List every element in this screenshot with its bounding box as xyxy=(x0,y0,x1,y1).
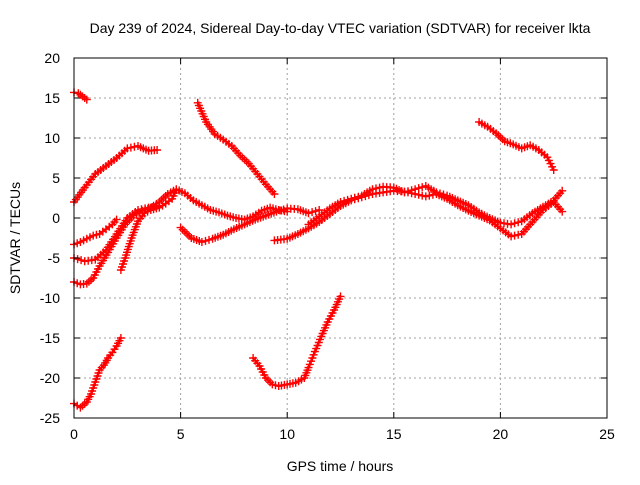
y-tick-label: 5 xyxy=(52,170,60,186)
y-tick-label: 10 xyxy=(44,130,60,146)
data-point xyxy=(507,220,516,229)
data-point xyxy=(558,207,567,216)
data-point xyxy=(347,194,356,203)
data-point xyxy=(354,192,363,201)
data-point xyxy=(205,235,213,244)
data-point xyxy=(73,255,82,264)
data-point xyxy=(411,185,420,194)
chart-title: Day 239 of 2024, Sidereal Day-to-day VTE… xyxy=(90,20,591,36)
series-track-h xyxy=(193,98,279,198)
x-tick-label: 5 xyxy=(177,426,185,442)
series-track-f xyxy=(70,202,164,266)
series-track-e xyxy=(116,186,181,274)
data-point xyxy=(270,190,279,198)
data-point xyxy=(432,188,441,197)
data-point xyxy=(343,195,352,204)
data-point xyxy=(418,191,427,200)
data-point xyxy=(77,256,86,265)
data-point xyxy=(123,144,132,153)
tick-layer xyxy=(73,57,608,419)
tick-label-layer: 0 5 10 15 20 25 -25 -20 -15 -10 -5 0 5 10 15 20 xyxy=(40,50,615,442)
y-tick-label: -25 xyxy=(40,410,60,426)
data-point xyxy=(112,215,121,224)
y-tick-label: 20 xyxy=(44,50,60,66)
data-point xyxy=(82,95,91,104)
data-point xyxy=(172,186,181,194)
data-point xyxy=(276,206,285,215)
data-point xyxy=(137,205,146,214)
series-track-k xyxy=(304,182,567,229)
data-point xyxy=(368,185,377,194)
data-point xyxy=(558,186,567,195)
data-point xyxy=(400,188,409,197)
data-point xyxy=(549,166,558,174)
data-point xyxy=(308,208,317,217)
data-point xyxy=(272,207,281,216)
data-point xyxy=(507,232,516,241)
y-tick-label: 15 xyxy=(44,90,60,106)
data-point xyxy=(126,143,135,152)
data-point xyxy=(372,184,380,193)
data-point xyxy=(414,184,423,193)
series-track-a xyxy=(70,88,91,104)
data-point xyxy=(279,205,288,214)
x-tick-label: 20 xyxy=(493,426,509,442)
data-point xyxy=(141,204,150,213)
y-tick-label: -5 xyxy=(48,250,61,266)
x-tick-label: 10 xyxy=(279,426,295,442)
data-point xyxy=(116,334,125,342)
data-point xyxy=(510,219,519,228)
x-tick-label: 15 xyxy=(386,426,402,442)
y-tick-label: -15 xyxy=(40,330,60,346)
data-point xyxy=(407,186,416,195)
data-point xyxy=(304,209,313,218)
series-track-b xyxy=(70,142,162,206)
data-point xyxy=(134,206,142,214)
data-point xyxy=(155,202,164,210)
data-point xyxy=(336,198,345,206)
data-point xyxy=(436,189,444,198)
y-tick-label: 0 xyxy=(52,210,60,226)
x-tick-label: 25 xyxy=(599,426,615,442)
data-point xyxy=(404,187,412,196)
series-track-m xyxy=(70,334,125,412)
data-point xyxy=(336,292,345,301)
x-axis-label: GPS time / hours xyxy=(287,458,394,474)
data-point xyxy=(421,192,430,201)
data-point xyxy=(197,238,206,246)
data-point xyxy=(153,146,162,154)
y-tick-label: -10 xyxy=(40,290,60,306)
data-point xyxy=(414,190,423,199)
plot-frame xyxy=(73,57,608,419)
y-axis-label: SDTVAR / TECUs xyxy=(7,182,23,294)
data-point xyxy=(425,191,434,200)
series-track-i xyxy=(249,292,345,390)
series-track-c xyxy=(70,215,121,249)
data-point xyxy=(201,236,210,245)
data-point xyxy=(439,190,448,199)
data-point xyxy=(375,183,384,192)
series-track-l xyxy=(475,118,558,174)
data-point xyxy=(340,196,349,205)
series-layer xyxy=(70,88,567,412)
data-point xyxy=(510,231,519,240)
y-tick-label: -20 xyxy=(40,370,60,386)
x-tick-label: 0 xyxy=(70,426,78,442)
data-point xyxy=(350,193,359,202)
data-point xyxy=(514,230,523,239)
data-point xyxy=(311,207,320,216)
data-point xyxy=(514,218,523,227)
series-track-g xyxy=(176,204,324,246)
